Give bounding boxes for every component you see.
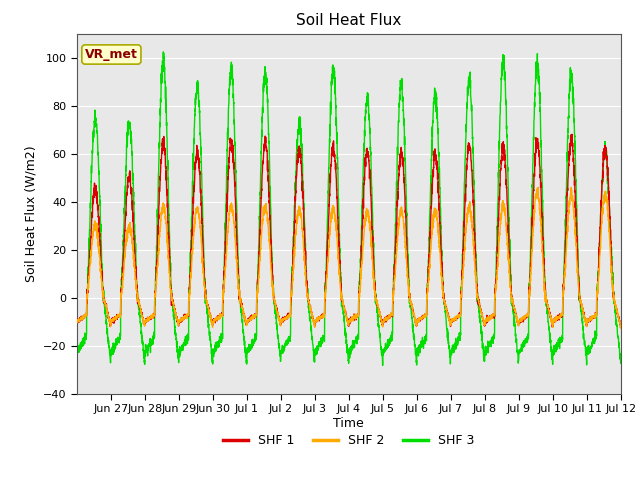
- Y-axis label: Soil Heat Flux (W/m2): Soil Heat Flux (W/m2): [24, 145, 37, 282]
- X-axis label: Time: Time: [333, 417, 364, 430]
- Legend: SHF 1, SHF 2, SHF 3: SHF 1, SHF 2, SHF 3: [218, 429, 479, 452]
- Text: VR_met: VR_met: [85, 48, 138, 61]
- Title: Soil Heat Flux: Soil Heat Flux: [296, 13, 401, 28]
